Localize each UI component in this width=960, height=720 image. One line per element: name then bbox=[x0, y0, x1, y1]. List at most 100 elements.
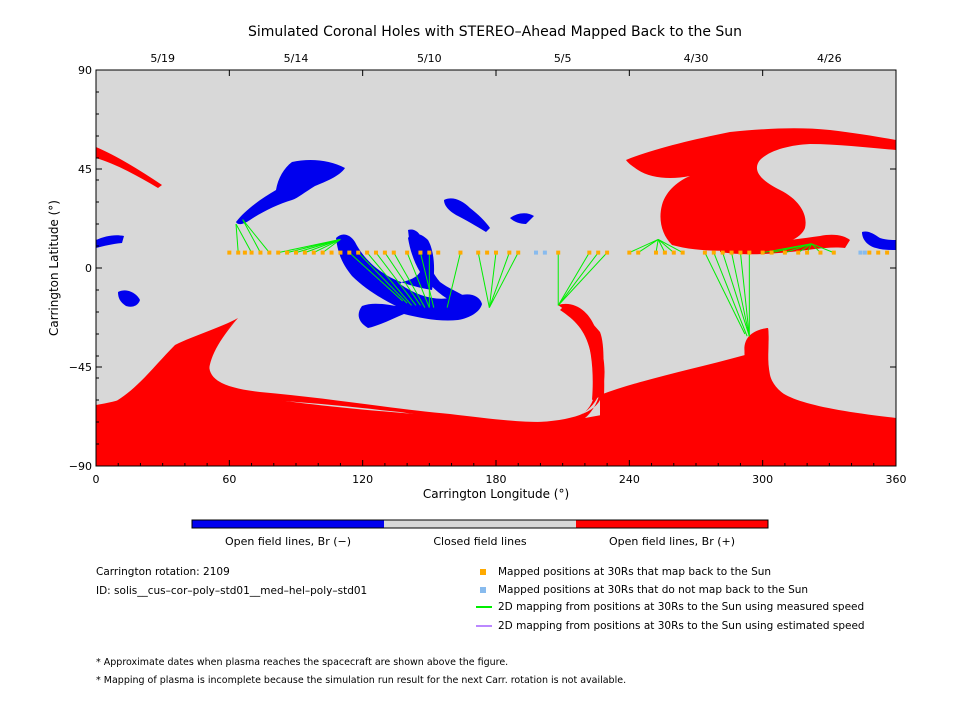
central-negative-hole-inner bbox=[408, 229, 468, 306]
mapping-line bbox=[366, 252, 412, 306]
color-bar-frame bbox=[191, 519, 769, 529]
mapping-line bbox=[629, 238, 659, 254]
mapped-point bbox=[720, 250, 725, 255]
mapping-line bbox=[488, 252, 510, 308]
mapping-line bbox=[313, 238, 341, 254]
y-tick-label: −45 bbox=[69, 361, 92, 374]
mapping-line bbox=[235, 223, 239, 253]
simulation-id-info: ID: solis__cus–cor–poly–std01__med–hel–p… bbox=[96, 585, 368, 597]
footnote-incomplete: * Mapping of plasma is incomplete becaus… bbox=[96, 675, 627, 686]
top-date-label: 5/5 bbox=[554, 52, 572, 65]
mapping-line bbox=[375, 252, 417, 306]
west-edge-negative-region bbox=[96, 235, 124, 248]
mapped-point bbox=[747, 250, 752, 255]
mapping-line bbox=[704, 252, 746, 335]
mapping-line bbox=[419, 252, 435, 308]
mapped-point bbox=[418, 250, 423, 255]
mapped-point bbox=[458, 250, 463, 255]
mapped-point bbox=[796, 250, 801, 255]
x-tick-label: 120 bbox=[352, 473, 373, 486]
mapped-point bbox=[485, 250, 490, 255]
mapped-point bbox=[356, 250, 361, 255]
mapping-line bbox=[657, 239, 666, 253]
color-bar-positive bbox=[576, 520, 768, 528]
mapped-point bbox=[805, 250, 810, 255]
mapping-line bbox=[357, 252, 408, 304]
mapped-point bbox=[338, 250, 343, 255]
mapping-line bbox=[488, 252, 519, 308]
mapped-point bbox=[302, 250, 307, 255]
mapped-point bbox=[662, 250, 667, 255]
x-tick-label: 300 bbox=[752, 473, 773, 486]
mapped-point bbox=[494, 250, 498, 255]
mapping-line bbox=[304, 238, 341, 254]
mapped-point bbox=[382, 250, 387, 255]
x-tick-label: 60 bbox=[222, 473, 236, 486]
mapped-point bbox=[227, 250, 232, 255]
x-axis-label: Carrington Longitude (°) bbox=[423, 487, 569, 501]
mapping-line bbox=[771, 243, 812, 254]
mapped-point bbox=[605, 250, 610, 255]
mapped-point bbox=[476, 250, 481, 255]
mapped-point bbox=[711, 250, 716, 255]
mapped-point bbox=[587, 250, 592, 255]
mapping-line bbox=[406, 252, 430, 308]
y-tick-label: 45 bbox=[78, 163, 92, 176]
mapped-point bbox=[782, 250, 787, 255]
central-negative-hole bbox=[336, 233, 482, 328]
north-east-positive-lobe bbox=[626, 128, 896, 251]
unmapped-point bbox=[862, 250, 867, 255]
mapping-line bbox=[348, 252, 404, 302]
mapping-lines-measured bbox=[235, 219, 834, 337]
mapped-point bbox=[311, 250, 316, 255]
open-field-positive-regions bbox=[96, 128, 896, 466]
mapped-point bbox=[427, 250, 432, 255]
legend-line-measured bbox=[476, 606, 492, 608]
unmapped-point bbox=[542, 250, 547, 255]
mapping-line bbox=[557, 252, 608, 306]
mapping-line bbox=[557, 252, 590, 306]
mapped-point bbox=[329, 250, 334, 255]
x-tick-label: 240 bbox=[619, 473, 640, 486]
legend-line-estimated bbox=[476, 625, 492, 627]
mapping-line bbox=[393, 252, 426, 308]
mapping-line bbox=[657, 238, 683, 254]
mapped-point bbox=[738, 250, 743, 255]
mapping-line bbox=[722, 252, 750, 337]
carrington-rotation-info: Carrington rotation: 2109 bbox=[96, 566, 230, 578]
mapped-point bbox=[627, 250, 632, 255]
mapped-point bbox=[831, 250, 836, 255]
mapped-point bbox=[267, 250, 272, 255]
legend-marker-mapped bbox=[480, 569, 486, 575]
mapped-point bbox=[596, 250, 601, 255]
mapping-line bbox=[655, 239, 659, 253]
small-south-negative-blob bbox=[118, 290, 140, 307]
mapped-point bbox=[556, 250, 561, 255]
mapping-line bbox=[477, 252, 490, 308]
mapped-positions bbox=[227, 250, 890, 255]
mid-south-positive-hook bbox=[558, 303, 605, 400]
legend-label-measured: 2D mapping from positions at 30Rs to the… bbox=[498, 601, 865, 613]
chart-title: Simulated Coronal Holes with STEREO–Ahea… bbox=[248, 24, 742, 40]
top-date-label: 4/26 bbox=[817, 52, 842, 65]
mapped-point bbox=[320, 250, 325, 255]
open-field-negative-regions bbox=[96, 160, 896, 328]
legend-label-unmapped: Mapped positions at 30Rs that do not map… bbox=[498, 584, 809, 596]
mapped-point bbox=[516, 250, 521, 255]
mapped-point bbox=[391, 250, 396, 255]
axes: 0 60 120 180 240 300 360 90 45 0 −45 −90 5/19 5/14 5/1… bbox=[69, 52, 907, 486]
mapped-point bbox=[436, 250, 441, 255]
legend-label-mapped: Mapped positions at 30Rs that map back t… bbox=[498, 566, 772, 578]
top-date-label: 5/10 bbox=[417, 52, 442, 65]
mapped-point bbox=[760, 250, 765, 255]
mapped-point bbox=[702, 250, 707, 255]
mapping-line bbox=[811, 243, 834, 254]
mapped-point bbox=[347, 250, 352, 255]
mapped-point bbox=[405, 250, 410, 255]
mapping-line bbox=[295, 238, 341, 254]
mapping-line bbox=[384, 252, 421, 306]
x-tick-label: 180 bbox=[486, 473, 507, 486]
mapping-line bbox=[657, 239, 675, 253]
mapped-point bbox=[654, 250, 658, 255]
north-negative-hole-c bbox=[510, 213, 534, 224]
